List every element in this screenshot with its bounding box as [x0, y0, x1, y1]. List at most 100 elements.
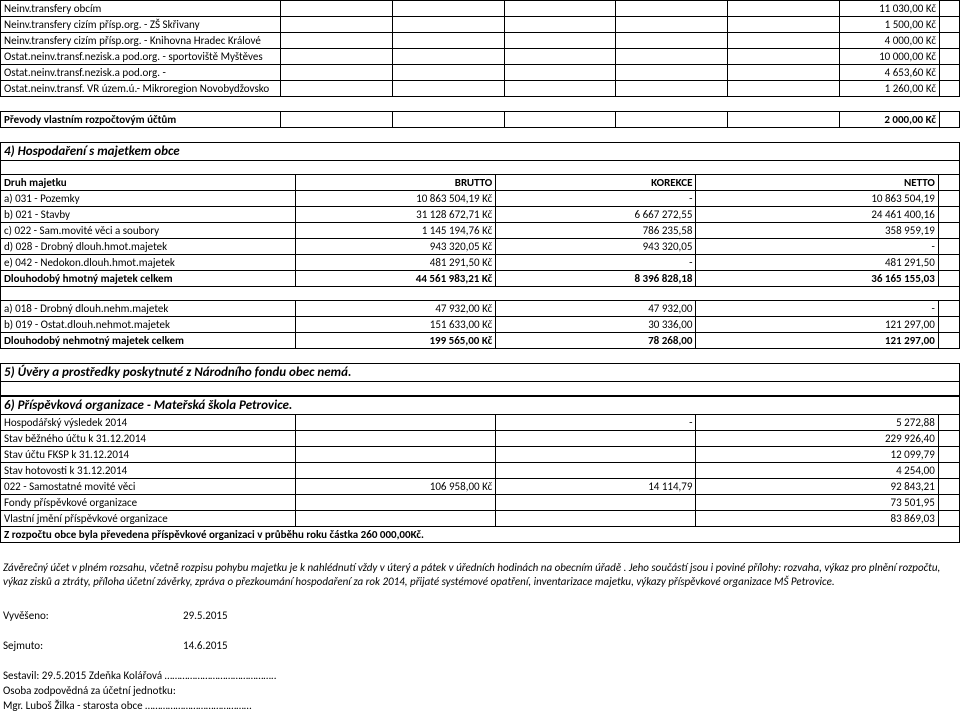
asset-netto: 24 461 400,16	[696, 207, 938, 223]
prevody-table: Převody vlastním rozpočtovým účtům 2 000…	[0, 111, 960, 128]
org-label: 022 - Samostatné movité věci	[1, 479, 296, 495]
org-row: Vlastní jmění příspěvkové organizace 83 8…	[1, 511, 960, 527]
asset-brutto: 1 145 194,76 Kč	[296, 223, 496, 239]
prevody-amount: 2 000,00 Kč	[840, 112, 940, 128]
org-mid	[296, 511, 496, 527]
asset-label: b) 019 - Ostat.dlouh.nehmot.majetek	[1, 317, 296, 333]
asset-label: b) 021 - Stavby	[1, 207, 296, 223]
asset-label: a) 031 - Pozemky	[1, 191, 296, 207]
asset-brutto: 151 633,00 Kč	[296, 317, 496, 333]
asset-label: e) 042 - Nedokon.dlouh.hmot.majetek	[1, 255, 296, 271]
transfer-row: Neinv.transfery obcím 11 030,00 Kč	[1, 1, 960, 17]
section6-title: 6) Příspěvková organizace - Mateřská ško…	[1, 397, 960, 415]
transfer-label: Neinv.transfery obcím	[1, 1, 281, 17]
total-nehmot-brutto: 199 565,00 Kč	[296, 333, 496, 349]
transfer-label: Ostat.neinv.transf. VR územ.ú.- Mikroreg…	[1, 81, 281, 97]
section5-title: 5) Úvěry a prostředky poskytnuté z Národ…	[1, 364, 960, 382]
asset-netto: 481 291,50	[696, 255, 938, 271]
transfer-row: Neinv.transfery cizím přísp.org. - Kniho…	[1, 33, 960, 49]
asset-row: b) 019 - Ostat.dlouh.nehmot.majetek151 6…	[1, 317, 960, 333]
asset-korekce: 786 235,58	[496, 223, 696, 239]
asset-netto: 358 959,19	[696, 223, 938, 239]
asset-brutto: 943 320,05 Kč	[296, 239, 496, 255]
asset-label: c) 022 - Sam.movité věci a soubory	[1, 223, 296, 239]
total-hmot-label: Dlouhodobý hmotný majetek celkem	[1, 271, 296, 287]
transfer-label: Neinv.transfery cizím přísp.org. - ZŠ Sk…	[1, 17, 281, 33]
org-label: Stav hotovosti k 31.12.2014	[1, 463, 296, 479]
transfer-amount: 1 500,00 Kč	[840, 17, 940, 33]
org-mid	[296, 415, 496, 431]
section4-table: 4) Hospodaření s majetkem obce Druh maje…	[0, 142, 960, 349]
org-mid	[296, 463, 496, 479]
footer-paragraph: Závěrečný účet v plném rozsahu, včetně r…	[0, 557, 960, 594]
org-kor	[496, 431, 696, 447]
org-row: 022 - Samostatné movité věci106 958,00 K…	[1, 479, 960, 495]
transfer-row: Neinv.transfery cizím přísp.org. - ZŠ Sk…	[1, 17, 960, 33]
asset-korekce: 30 336,00	[496, 317, 696, 333]
org-amt: 229 926,40	[696, 431, 938, 447]
vyveseno-label: Vyvěšeno:	[0, 608, 180, 623]
total-nehmot-label: Dlouhodobý nehmotný majetek celkem	[1, 333, 296, 349]
osoba: Osoba zodpovědná za účetní jednotku:	[0, 683, 960, 698]
org-amt: 4 254,00	[696, 463, 938, 479]
org-row: Stav běžného účtu k 31.12.2014 229 926,40	[1, 431, 960, 447]
asset-brutto: 31 128 672,71 Kč	[296, 207, 496, 223]
org-mid: 106 958,00 Kč	[296, 479, 496, 495]
transfer-label: Ostat.neinv.transf.nezisk.a pod.org. -	[1, 65, 281, 81]
total-nehmot-korekce: 78 268,00	[496, 333, 696, 349]
org-mid	[296, 431, 496, 447]
org-mid	[296, 447, 496, 463]
org-label: Vlastní jmění příspěvkové organizace	[1, 511, 296, 527]
org-kor	[496, 447, 696, 463]
col-netto: NETTO	[696, 175, 938, 191]
org-row: Fondy příspěvkové organizace73 501,95	[1, 495, 960, 511]
transfer-row: Ostat.neinv.transf. VR územ.ú.- Mikroreg…	[1, 81, 960, 97]
asset-row: a) 018 - Drobný dlouh.nehm.majetek47 932…	[1, 301, 960, 317]
asset-label: a) 018 - Drobný dlouh.nehm.majetek	[1, 301, 296, 317]
section5-table: 5) Úvěry a prostředky poskytnuté z Národ…	[0, 363, 960, 396]
asset-netto: -	[696, 301, 938, 317]
asset-row: b) 021 - Stavby31 128 672,71 Kč6 667 272…	[1, 207, 960, 223]
org-amt: 83 869,03	[696, 511, 938, 527]
org-mid	[296, 495, 496, 511]
org-label: Stav účtu FKSP k 31.12.2014	[1, 447, 296, 463]
total-hmot-netto: 36 165 155,03	[696, 271, 938, 287]
starosta: Mgr. Luboš Žilka - starosta obce ……………………	[0, 698, 960, 713]
org-label: Stav běžného účtu k 31.12.2014	[1, 431, 296, 447]
asset-label: d) 028 - Drobný dlouh.hmot.majetek	[1, 239, 296, 255]
vyveseno-date: 29.5.2015	[180, 608, 960, 623]
org-label: Hospodářský výsledek 2014	[1, 415, 296, 431]
org-row: Stav účtu FKSP k 31.12.2014 12 099,79	[1, 447, 960, 463]
col-korekce: KOREKCE	[496, 175, 696, 191]
org-row: Stav hotovosti k 31.12.2014 4 254,00	[1, 463, 960, 479]
sejmuto-date: 14.6.2015	[180, 638, 960, 653]
asset-brutto: 481 291,50 Kč	[296, 255, 496, 271]
transfer-amount: 1 260,00 Kč	[840, 81, 940, 97]
prevody-label: Převody vlastním rozpočtovým účtům	[1, 112, 281, 128]
org-row: Hospodářský výsledek 2014-5 272,88	[1, 415, 960, 431]
asset-netto: 10 863 504,19	[696, 191, 938, 207]
asset-brutto: 10 863 504,19 Kč	[296, 191, 496, 207]
signatures: Vyvěšeno: 29.5.2015 Sejmuto: 14.6.2015 S…	[0, 608, 960, 713]
transfer-amount: 11 030,00 Kč	[840, 1, 940, 17]
total-hmot-korekce: 8 396 828,18	[496, 271, 696, 287]
org-kor: 14 114,79	[496, 479, 696, 495]
transfer-label: Ostat.neinv.transf.nezisk.a pod.org. - s…	[1, 49, 281, 65]
total-nehmot-netto: 121 297,00	[696, 333, 938, 349]
total-hmot-brutto: 44 561 983,21 Kč	[296, 271, 496, 287]
org-kor	[496, 463, 696, 479]
asset-korekce: -	[496, 255, 696, 271]
transfer-amount: 4 653,60 Kč	[840, 65, 940, 81]
org-kor: -	[496, 415, 696, 431]
asset-row: e) 042 - Nedokon.dlouh.hmot.majetek481 2…	[1, 255, 960, 271]
asset-netto: 121 297,00	[696, 317, 938, 333]
col-druh: Druh majetku	[1, 175, 296, 191]
section6-table: 6) Příspěvková organizace - Mateřská ško…	[0, 396, 960, 543]
org-label: Fondy příspěvkové organizace	[1, 495, 296, 511]
sestavil: Sestavil: 29.5.2015 Zdeňka Kolářová ……………	[0, 668, 960, 683]
transfer-row: Ostat.neinv.transf.nezisk.a pod.org. - s…	[1, 49, 960, 65]
org-amt: 92 843,21	[696, 479, 938, 495]
transfer-amount: 4 000,00 Kč	[840, 33, 940, 49]
org-kor	[496, 495, 696, 511]
org-amt: 12 099,79	[696, 447, 938, 463]
